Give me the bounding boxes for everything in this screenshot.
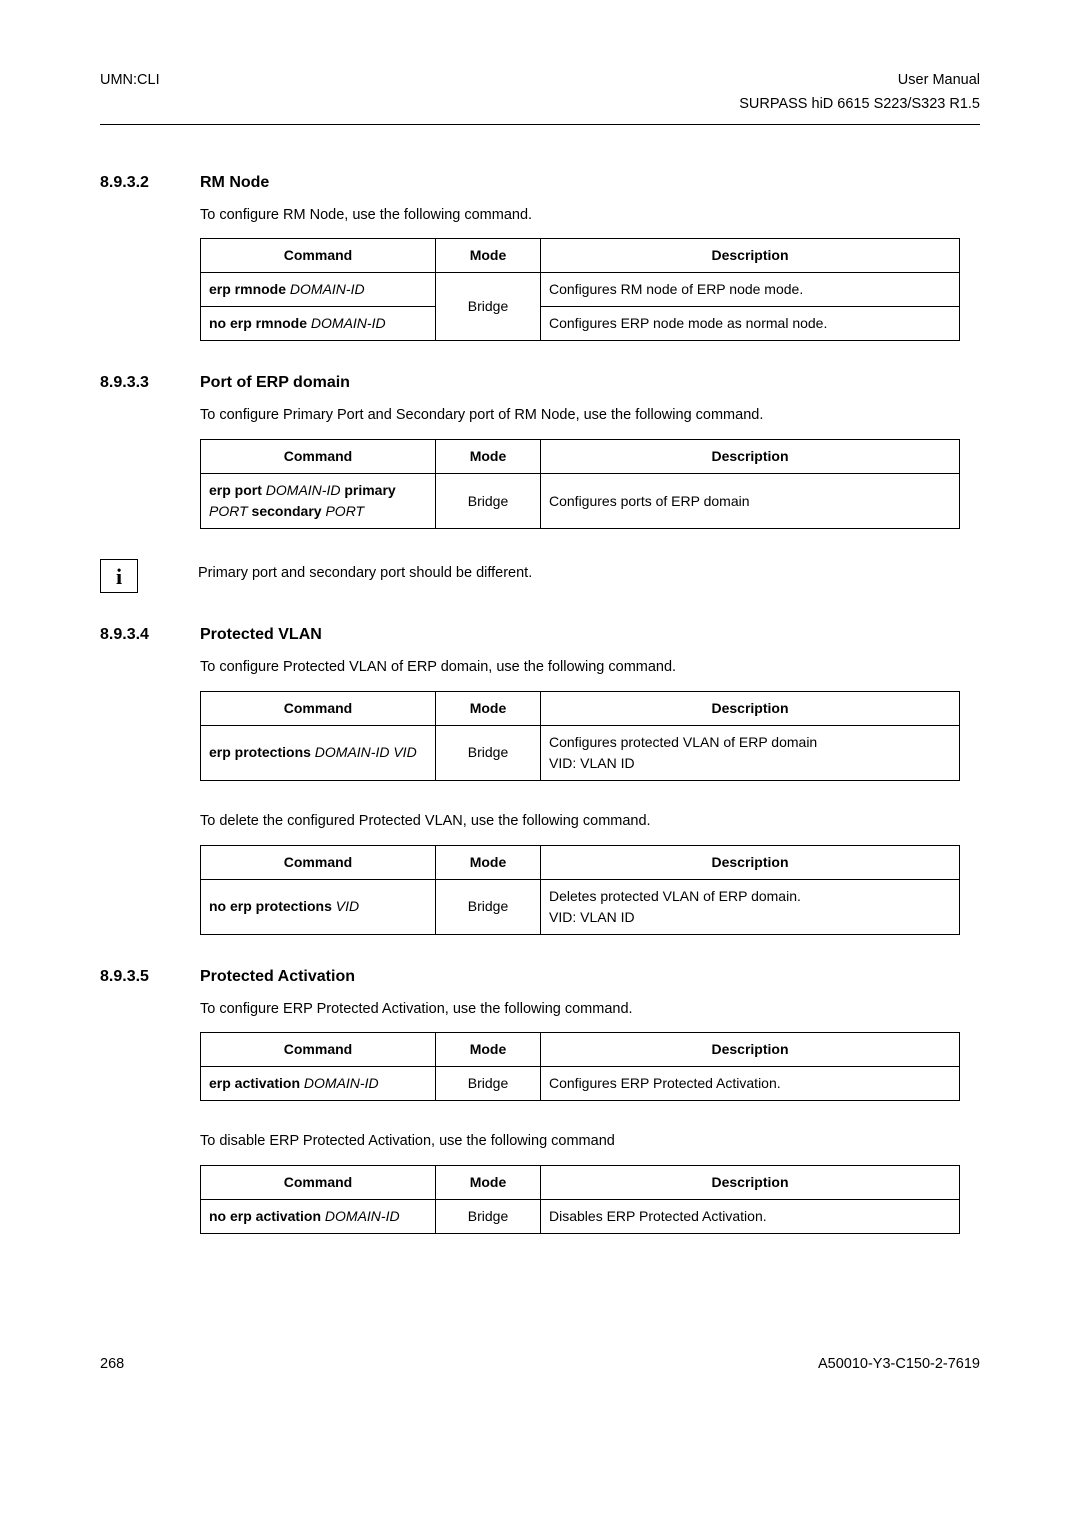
table-header-row: Command Mode Description [201,440,960,474]
cell-command: erp activation DOMAIN-ID [201,1067,436,1101]
command-table-protected-vlan-1: Command Mode Description erp protections… [200,691,960,781]
table-header-row: Command Mode Description [201,845,960,879]
cell-mode: Bridge [436,1200,541,1234]
cell-description: Configures RM node of ERP node mode. [541,273,960,307]
command-table-activation-1: Command Mode Description erp activation … [200,1032,960,1101]
section-heading-port-erp: 8.9.3.3 Port of ERP domain [100,371,980,395]
table-row: no erp protections VID Bridge Deletes pr… [201,879,960,934]
th-description: Description [541,845,960,879]
cell-command: erp port DOMAIN-ID primary PORT secondar… [201,474,436,529]
header-right: User Manual [898,70,980,92]
intro-text: To delete the configured Protected VLAN,… [200,811,980,833]
table-header-row: Command Mode Description [201,1033,960,1067]
th-command: Command [201,691,436,725]
cell-command: no erp protections VID [201,879,436,934]
intro-text: To configure RM Node, use the following … [200,205,980,227]
cell-description: Disables ERP Protected Activation. [541,1200,960,1234]
th-mode: Mode [436,440,541,474]
table-row: no erp rmnode DOMAIN-ID Configures ERP n… [201,307,960,341]
th-command: Command [201,845,436,879]
page-number: 268 [100,1354,124,1376]
page-footer: 268 A50010-Y3-C150-2-7619 [100,1354,980,1376]
cell-command: erp protections DOMAIN-ID VID [201,725,436,780]
th-mode: Mode [436,1033,541,1067]
page-header: UMN:CLI User Manual [100,70,980,92]
cell-description: Configures ERP node mode as normal node. [541,307,960,341]
cell-command: no erp rmnode DOMAIN-ID [201,307,436,341]
table-header-row: Command Mode Description [201,239,960,273]
th-description: Description [541,440,960,474]
cell-description: Deletes protected VLAN of ERP domain.VID… [541,879,960,934]
info-text: Primary port and secondary port should b… [198,559,532,585]
th-description: Description [541,691,960,725]
section-heading-protected-activation: 8.9.3.5 Protected Activation [100,965,980,989]
table-row: erp protections DOMAIN-ID VID Bridge Con… [201,725,960,780]
th-mode: Mode [436,845,541,879]
command-table-activation-2: Command Mode Description no erp activati… [200,1165,960,1234]
doc-number: A50010-Y3-C150-2-7619 [818,1354,980,1376]
cell-command: no erp activation DOMAIN-ID [201,1200,436,1234]
table-row: erp activation DOMAIN-ID Bridge Configur… [201,1067,960,1101]
intro-text: To disable ERP Protected Activation, use… [200,1131,980,1153]
cell-description: Configures ports of ERP domain [541,474,960,529]
intro-text: To configure Primary Port and Secondary … [200,405,980,427]
th-command: Command [201,1033,436,1067]
intro-text: To configure Protected VLAN of ERP domai… [200,657,980,679]
th-command: Command [201,239,436,273]
cell-description: Configures ERP Protected Activation. [541,1067,960,1101]
cell-mode: Bridge [436,474,541,529]
cell-command: erp rmnode DOMAIN-ID [201,273,436,307]
section-title: Protected Activation [200,965,355,989]
th-mode: Mode [436,239,541,273]
cell-description: Configures protected VLAN of ERP domainV… [541,725,960,780]
section-number: 8.9.3.2 [100,171,200,195]
table-header-row: Command Mode Description [201,691,960,725]
header-left: UMN:CLI [100,70,160,92]
intro-text: To configure ERP Protected Activation, u… [200,999,980,1021]
th-description: Description [541,239,960,273]
table-row: erp port DOMAIN-ID primary PORT secondar… [201,474,960,529]
header-sub: SURPASS hiD 6615 S223/S323 R1.5 [100,94,980,116]
section-title: Port of ERP domain [200,371,350,395]
th-description: Description [541,1166,960,1200]
section-heading-rm-node: 8.9.3.2 RM Node [100,171,980,195]
th-mode: Mode [436,691,541,725]
cell-mode: Bridge [436,273,541,341]
th-mode: Mode [436,1166,541,1200]
th-description: Description [541,1033,960,1067]
table-header-row: Command Mode Description [201,1166,960,1200]
section-number: 8.9.3.4 [100,623,200,647]
cell-mode: Bridge [436,725,541,780]
command-table-protected-vlan-2: Command Mode Description no erp protecti… [200,845,960,935]
info-icon: i [100,559,138,593]
section-heading-protected-vlan: 8.9.3.4 Protected VLAN [100,623,980,647]
section-title: Protected VLAN [200,623,322,647]
cell-mode: Bridge [436,1067,541,1101]
table-row: erp rmnode DOMAIN-ID Bridge Configures R… [201,273,960,307]
table-row: no erp activation DOMAIN-ID Bridge Disab… [201,1200,960,1234]
info-note: i Primary port and secondary port should… [100,559,980,593]
th-command: Command [201,1166,436,1200]
command-table-rm-node: Command Mode Description erp rmnode DOMA… [200,238,960,341]
section-number: 8.9.3.5 [100,965,200,989]
cell-mode: Bridge [436,879,541,934]
section-title: RM Node [200,171,269,195]
header-rule [100,124,980,125]
section-number: 8.9.3.3 [100,371,200,395]
th-command: Command [201,440,436,474]
command-table-port-erp: Command Mode Description erp port DOMAIN… [200,439,960,529]
